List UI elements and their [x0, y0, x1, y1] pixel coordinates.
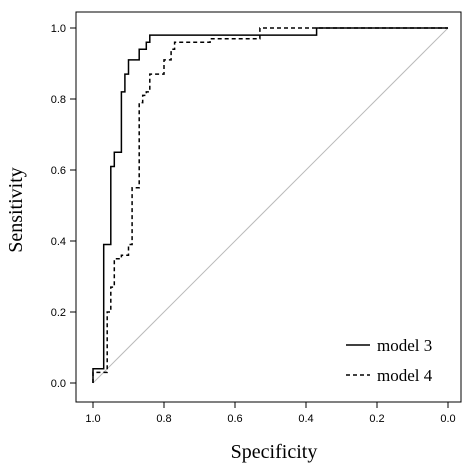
- series-line-model-3: [92, 27, 448, 383]
- reference-diagonal-layer: [92, 27, 449, 384]
- y-tick-label: 1.0: [51, 23, 66, 35]
- y-tick-label: 0.0: [51, 378, 66, 390]
- legend: model 3 model 4: [346, 336, 433, 385]
- x-axis-title: Specificity: [231, 441, 318, 463]
- y-tick-label: 0.8: [51, 94, 66, 106]
- x-tick-label: 0.6: [227, 413, 242, 425]
- series-line-model-4: [92, 27, 448, 383]
- legend-label-model-3: model 3: [377, 336, 432, 355]
- x-tick-label: 1.0: [85, 413, 100, 425]
- series-layer: [92, 27, 448, 383]
- plot-frame: [75, 11, 462, 403]
- reference-diagonal: [92, 27, 449, 384]
- x-axis: 1.0 0.8 0.6 0.4 0.2 0.0: [85, 402, 456, 425]
- x-tick-label: 0.0: [440, 413, 455, 425]
- legend-label-model-4: model 4: [377, 366, 433, 385]
- y-axis-title: Sensitivity: [5, 167, 27, 253]
- y-axis: 0.0 0.2 0.4 0.6 0.8 1.0: [51, 23, 76, 390]
- x-tick-label: 0.8: [156, 413, 171, 425]
- x-tick-label: 0.4: [298, 413, 313, 425]
- y-tick-label: 0.4: [51, 236, 66, 248]
- y-tick-label: 0.2: [51, 307, 66, 319]
- y-tick-label: 0.6: [51, 165, 66, 177]
- x-tick-label: 0.2: [369, 413, 384, 425]
